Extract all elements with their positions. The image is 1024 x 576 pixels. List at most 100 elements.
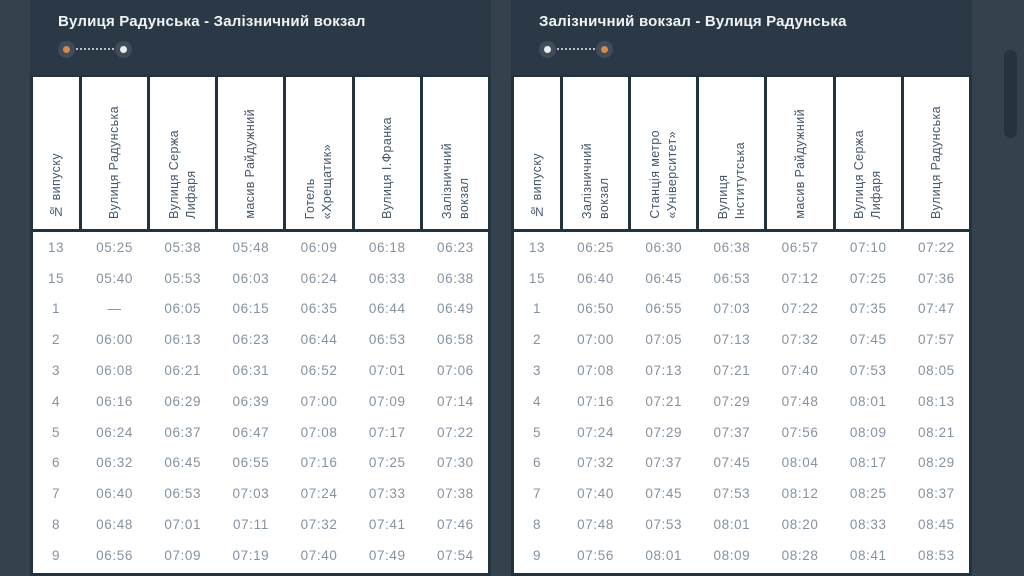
time-cell: 06:44 (368, 301, 406, 317)
column-header: Станція метро «Університет» (631, 77, 697, 229)
time-cell: 06:00 (96, 332, 133, 348)
time-cell: 07:53 (713, 486, 751, 502)
time-cell: 06:58 (437, 332, 474, 348)
timetable-row: 15 06:40 06:45 06:53 07:12 07:25 07:36 (514, 262, 969, 294)
time-cell: 07:37 (645, 455, 683, 471)
run-number-cell: 3 (51, 363, 61, 379)
column-header-label: № випуску (48, 153, 63, 219)
time-cell: 07:36 (918, 270, 955, 286)
time-cell: 07:45 (713, 455, 751, 471)
run-number-cell: 8 (51, 517, 61, 533)
time-cell: 07:57 (918, 332, 955, 348)
time-cell: 07:22 (437, 424, 474, 440)
timetable-row: 9 06:56 07:09 07:19 07:40 07:49 07:54 (33, 539, 488, 571)
route-title: Залізничний вокзал - Вулиця Радунська (539, 13, 847, 30)
time-cell: 05:38 (164, 239, 202, 255)
column-header: Вулиця І.Франка (354, 77, 420, 229)
run-number-cell: 7 (532, 486, 542, 502)
run-number-cell: 4 (532, 393, 542, 409)
time-cell: 07:53 (645, 517, 683, 533)
column-header: Вулиця Сержа Лифаря (150, 77, 216, 229)
time-cell: 06:53 (368, 332, 406, 348)
panel-return-header: Залізничний вокзал - Вулиця Радунська (511, 0, 972, 75)
column-header-label: масив Райдужний (243, 109, 258, 219)
column-header: масив Райдужний (218, 77, 284, 229)
time-cell: 07:48 (577, 517, 614, 533)
run-number-cell: 13 (528, 239, 546, 255)
time-cell: 05:48 (232, 239, 270, 255)
time-cell: 06:52 (300, 363, 338, 379)
time-cell: 07:24 (577, 424, 614, 440)
time-cell: 06:21 (164, 363, 202, 379)
run-number-cell: 3 (532, 363, 542, 379)
timetable-row: 7 06:40 06:53 07:03 07:24 07:33 07:38 (33, 478, 488, 510)
timetable-body: 13 05:25 05:38 05:48 06:09 06:18 06:23 15 05:40 0… (33, 229, 488, 571)
time-cell: 06:23 (232, 332, 270, 348)
time-cell: 07:16 (577, 393, 614, 409)
time-cell: 06:50 (577, 301, 614, 317)
time-cell: 08:41 (849, 547, 887, 563)
timetable-header-row: № випуску Залізничний вокзал Станція метро… (514, 77, 969, 229)
time-cell: 07:40 (300, 547, 338, 563)
timetable-row: 4 07:16 07:21 07:29 07:48 08:01 08:13 (514, 385, 969, 417)
time-cell: 05:40 (96, 270, 133, 286)
time-cell: 07:12 (781, 270, 819, 286)
timetable-row: 4 06:16 06:29 06:39 07:00 07:09 07:14 (33, 385, 488, 417)
time-cell: 06:09 (300, 239, 338, 255)
time-cell: 07:00 (300, 393, 338, 409)
time-cell: 06:53 (164, 486, 202, 502)
time-cell: 08:05 (918, 363, 955, 379)
time-cell: 08:09 (849, 424, 887, 440)
time-cell: 06:37 (164, 424, 202, 440)
column-header-label: Залізничний вокзал (439, 143, 471, 219)
time-cell: 06:45 (164, 455, 202, 471)
time-cell: 08:01 (713, 517, 751, 533)
column-header: Вулиця Радунська (903, 77, 969, 229)
panel-return: Залізничний вокзал - Вулиця Радунська № … (511, 0, 972, 576)
column-header: Вулиця Радунська (82, 77, 148, 229)
run-number-cell: 1 (51, 301, 61, 317)
timetable-row: 3 07:08 07:13 07:21 07:40 07:53 08:05 (514, 355, 969, 386)
time-cell: 07:25 (368, 455, 406, 471)
time-cell: 08:28 (781, 547, 819, 563)
timetable-header-row: № випуску Вулиця Радунська Вулиця Сержа Ли… (33, 77, 488, 229)
time-cell: 07:32 (300, 517, 338, 533)
panel-outbound: Вулиця Радунська - Залізничний вокзал № … (30, 0, 491, 576)
route-start-icon (58, 40, 75, 58)
column-header-label: Вулиця Інститутська (716, 141, 747, 219)
route-direction-indicator (58, 40, 491, 58)
time-cell: 06:38 (713, 239, 751, 255)
time-cell: 08:20 (781, 517, 819, 533)
time-cell: 06:24 (96, 424, 133, 440)
time-cell: — (107, 301, 122, 317)
route-direction-indicator (539, 40, 972, 58)
timetable-row: 6 06:32 06:45 06:55 07:16 07:25 07:30 (33, 447, 488, 479)
time-cell: 07:16 (300, 455, 338, 471)
time-cell: 06:53 (713, 270, 751, 286)
timetable-row: 8 07:48 07:53 08:01 08:20 08:33 08:45 (514, 509, 969, 540)
timetable: № випуску Вулиця Радунська Вулиця Сержа Ли… (30, 75, 491, 576)
timetable-row: 13 06:25 06:30 06:38 06:57 07:10 07:22 (514, 232, 969, 263)
time-cell: 07:09 (368, 393, 406, 409)
time-cell: 07:17 (368, 424, 406, 440)
time-cell: 06:57 (781, 239, 819, 255)
time-cell: 06:13 (164, 332, 202, 348)
vertical-scrollbar-thumb[interactable] (1004, 50, 1017, 138)
time-cell: 07:47 (918, 301, 955, 317)
column-header: № випуску (514, 77, 560, 229)
timetable-row: 13 05:25 05:38 05:48 06:09 06:18 06:23 (33, 232, 488, 263)
time-cell: 06:47 (232, 424, 270, 440)
time-cell: 05:25 (96, 239, 133, 255)
time-cell: 08:04 (781, 455, 819, 471)
timetable-body: 13 06:25 06:30 06:38 06:57 07:10 07:22 15 06:40 0… (514, 229, 969, 571)
time-cell: 08:53 (918, 547, 955, 563)
time-cell: 07:24 (300, 486, 338, 502)
time-cell: 06:55 (232, 455, 270, 471)
run-number-cell: 13 (47, 239, 65, 255)
column-header: Вулиця Інститутська (699, 77, 765, 229)
column-header: № випуску (33, 77, 79, 229)
time-cell: 06:39 (232, 393, 270, 409)
time-cell: 07:06 (437, 363, 474, 379)
time-cell: 06:40 (96, 486, 133, 502)
time-cell: 08:09 (713, 547, 751, 563)
